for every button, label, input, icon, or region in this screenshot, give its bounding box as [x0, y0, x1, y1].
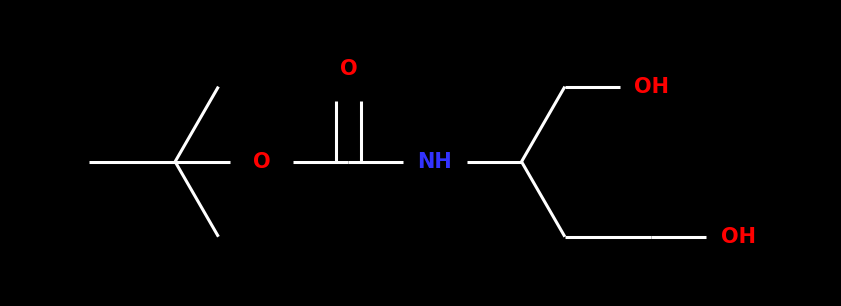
Text: OH: OH [721, 227, 755, 247]
Text: NH: NH [414, 150, 456, 174]
Text: NH: NH [418, 152, 452, 172]
Text: OH: OH [631, 75, 673, 99]
Text: O: O [251, 150, 272, 174]
Text: OH: OH [634, 76, 669, 97]
Text: OH: OH [717, 225, 759, 249]
Text: O: O [340, 59, 357, 79]
Text: O: O [338, 57, 359, 81]
Text: O: O [253, 152, 271, 172]
